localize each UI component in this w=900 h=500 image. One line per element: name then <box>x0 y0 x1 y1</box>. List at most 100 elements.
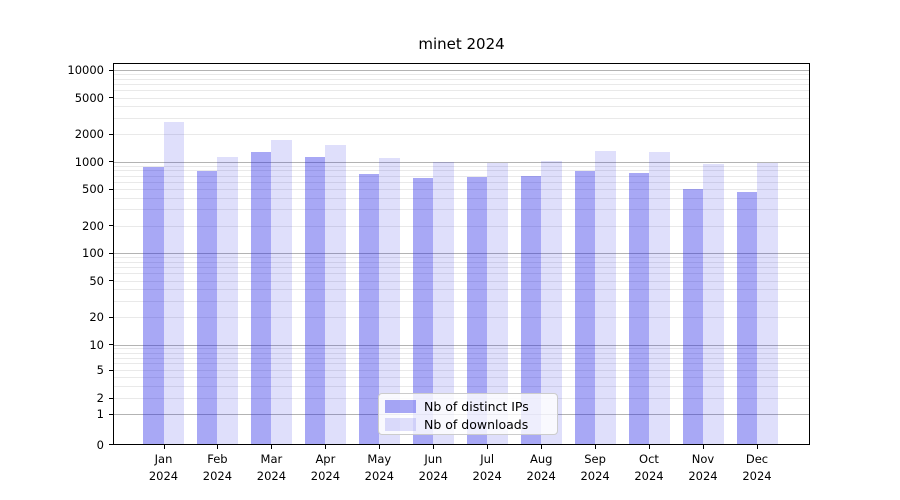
x-tick-label-dec: Dec 2024 <box>742 452 772 483</box>
bar-distinct-ips-dec <box>736 191 757 445</box>
y-tick-label: 50 <box>89 273 104 288</box>
y-tick-mark <box>109 397 113 399</box>
bar-distinct-ips-sep <box>574 171 596 445</box>
y-tick-mark <box>109 344 113 345</box>
y-tick-mark <box>109 280 113 281</box>
x-tick-mark <box>433 444 435 449</box>
bar-downloads-sep <box>595 151 616 445</box>
legend-label-downloads: Nb of downloads <box>424 417 529 432</box>
y-tick-mark <box>109 97 113 98</box>
y-tick-mark <box>109 444 113 445</box>
minor-gridline <box>113 90 810 92</box>
minor-gridline <box>113 165 810 167</box>
y-tick-label: 10000 <box>67 63 104 77</box>
minor-gridline <box>113 84 810 86</box>
minor-gridline <box>113 106 810 108</box>
y-tick-mark <box>109 413 113 415</box>
y-tick-label: 200 <box>82 218 104 233</box>
legend: Nb of distinct IPs Nb of downloads <box>378 393 558 435</box>
bar-downloads-jun <box>433 162 454 445</box>
minor-gridline <box>113 280 810 282</box>
x-tick-label-jul: Jul 2024 <box>472 452 502 483</box>
minor-gridline <box>113 363 810 365</box>
bar-distinct-ips-mar <box>250 152 272 445</box>
minor-gridline <box>113 175 810 177</box>
minor-gridline <box>113 74 810 76</box>
minor-gridline <box>113 181 810 183</box>
bar-downloads-nov <box>703 163 724 445</box>
major-gridline <box>113 344 810 346</box>
x-tick-mark <box>703 444 704 449</box>
bar-downloads-feb <box>217 156 238 445</box>
bar-downloads-jan <box>163 122 184 445</box>
x-tick-label-feb: Feb 2024 <box>202 452 233 483</box>
y-tick-mark <box>109 133 113 135</box>
y-tick-mark <box>109 188 113 190</box>
minor-gridline <box>113 352 810 354</box>
bar-downloads-dec <box>757 162 778 445</box>
y-tick-mark <box>109 252 113 254</box>
bar-distinct-ips-jun <box>412 177 434 445</box>
y-tick-label: 10 <box>89 337 104 352</box>
minor-gridline <box>113 370 810 371</box>
minor-gridline <box>113 134 810 135</box>
x-tick-mark <box>487 444 489 449</box>
x-tick-mark <box>757 444 758 449</box>
x-tick-mark <box>271 444 273 449</box>
bar-distinct-ips-aug <box>520 175 542 445</box>
x-tick-mark <box>325 444 327 449</box>
x-tick-label-may: May 2024 <box>364 452 394 483</box>
minor-gridline <box>113 357 810 359</box>
major-gridline <box>113 161 810 163</box>
minor-gridline <box>113 261 810 263</box>
minor-gridline <box>113 97 810 99</box>
bar-distinct-ips-may <box>358 174 380 445</box>
minor-gridline <box>113 273 810 275</box>
minor-gridline <box>113 197 810 199</box>
x-tick-mark <box>649 444 650 449</box>
y-tick-label: 2000 <box>74 127 104 141</box>
x-tick-label-apr: Apr 2024 <box>310 452 341 483</box>
y-tick-label: 1 <box>96 407 104 422</box>
x-tick-label-aug: Aug 2024 <box>526 452 556 483</box>
bar-distinct-ips-oct <box>628 172 649 445</box>
bar-distinct-ips-jan <box>143 167 164 445</box>
minor-gridline <box>113 267 810 269</box>
minor-gridline <box>113 348 810 350</box>
legend-item-downloads: Nb of downloads <box>385 416 557 433</box>
bar-downloads-jul <box>487 162 508 445</box>
y-tick-mark <box>109 69 113 71</box>
y-tick-label: 0 <box>96 437 104 452</box>
legend-item-distinct-ips: Nb of distinct IPs <box>385 398 557 415</box>
bar-downloads-mar <box>271 139 292 445</box>
x-tick-mark <box>217 444 219 449</box>
y-tick-label: 100 <box>82 246 104 260</box>
minor-gridline <box>113 170 810 172</box>
minor-gridline <box>113 376 810 378</box>
x-tick-label-jun: Jun 2024 <box>418 452 448 483</box>
bar-downloads-apr <box>325 144 346 445</box>
x-tick-mark <box>541 444 543 449</box>
x-tick-label-oct: Oct 2024 <box>634 452 664 483</box>
minor-gridline <box>113 317 810 318</box>
x-tick-mark <box>595 444 597 449</box>
bar-downloads-oct <box>649 152 670 445</box>
y-tick-label: 5 <box>96 363 104 377</box>
y-tick-mark <box>109 369 113 371</box>
minor-gridline <box>113 225 810 227</box>
x-tick-mark <box>163 444 165 449</box>
y-tick-label: 1000 <box>74 154 104 169</box>
major-gridline <box>113 253 810 254</box>
y-tick-mark <box>109 316 113 318</box>
minor-gridline <box>113 209 810 211</box>
minor-gridline <box>113 289 810 291</box>
minor-gridline <box>113 189 810 190</box>
bar-downloads-may <box>379 157 400 445</box>
y-tick-label: 500 <box>82 182 104 196</box>
y-tick-label: 5000 <box>74 90 104 105</box>
x-tick-label-sep: Sep 2024 <box>580 452 610 483</box>
major-gridline <box>113 70 810 71</box>
x-tick-label-mar: Mar 2024 <box>256 452 287 483</box>
bar-distinct-ips-apr <box>304 156 326 445</box>
